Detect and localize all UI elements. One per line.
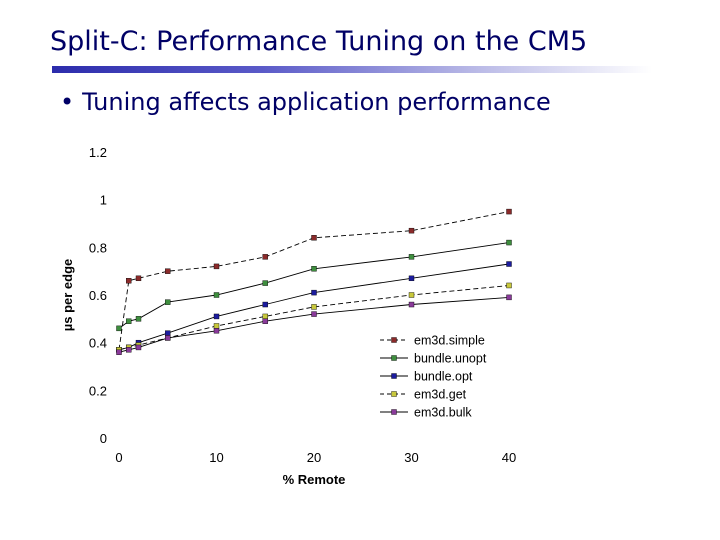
data-point [507,283,512,288]
data-point [507,209,512,214]
data-point [263,319,268,324]
legend-item: bundle.opt [380,370,473,384]
data-point [165,331,170,336]
data-point [126,319,131,324]
series-line [119,212,509,350]
y-tick-label: 0.6 [89,288,107,303]
x-tick-label: 10 [209,450,223,465]
data-point [409,276,414,281]
legend-marker [392,392,397,397]
data-point [214,264,219,269]
legend-label: bundle.unopt [414,352,487,366]
legend-marker [392,356,397,361]
data-point [165,335,170,340]
data-point [126,278,131,283]
legend-label: bundle.opt [414,370,473,384]
data-point [409,293,414,298]
data-point [263,314,268,319]
data-point [507,295,512,300]
data-point [312,266,317,271]
data-point [409,302,414,307]
y-tick-label: 1.2 [89,145,107,160]
data-point [409,254,414,259]
x-axis-ticks: 0 10 20 30 40 [115,450,516,465]
data-point [409,228,414,233]
data-point [312,304,317,309]
series-bundle-unopt [117,240,512,331]
x-axis-title: % Remote [283,472,346,487]
legend-label: em3d.get [414,388,467,402]
y-tick-label: 1 [100,193,107,208]
data-point [136,345,141,350]
legend-marker [392,410,397,415]
x-tick-label: 20 [307,450,321,465]
legend-item: em3d.bulk [380,406,472,420]
data-point [312,235,317,240]
data-point [263,281,268,286]
legend-marker [392,338,397,343]
data-point [312,312,317,317]
data-point [263,254,268,259]
legend-item: em3d.simple [380,334,485,348]
data-point [263,302,268,307]
legend-marker [392,374,397,379]
legend: em3d.simple bundle.unopt bundle.opt em3d.ge… [380,334,487,420]
y-axis-ticks: 0 0.2 0.4 0.6 0.8 1 1.2 [89,145,107,446]
y-tick-label: 0.2 [89,383,107,398]
data-point [214,293,219,298]
x-tick-label: 40 [502,450,516,465]
legend-label: em3d.simple [414,334,485,348]
data-point [507,240,512,245]
data-point [214,328,219,333]
legend-label: em3d.bulk [414,406,472,420]
x-tick-label: 30 [404,450,418,465]
y-tick-label: 0.8 [89,240,107,255]
data-point [507,262,512,267]
data-point [312,290,317,295]
data-point [165,269,170,274]
data-point [214,323,219,328]
data-point [165,300,170,305]
y-axis-title: µs per edge [60,259,75,332]
data-point [117,326,122,331]
x-tick-label: 0 [115,450,122,465]
y-tick-label: 0 [100,431,107,446]
line-chart: 0 10 20 30 40 0 0.2 0.4 0.6 0.8 1 1.2 % Remote µs … [0,0,720,540]
data-point [214,314,219,319]
data-point [136,316,141,321]
data-point [126,347,131,352]
legend-item: bundle.unopt [380,352,487,366]
legend-item: em3d.get [380,388,467,402]
data-point [117,350,122,355]
data-point [136,276,141,281]
y-tick-label: 0.4 [89,336,107,351]
